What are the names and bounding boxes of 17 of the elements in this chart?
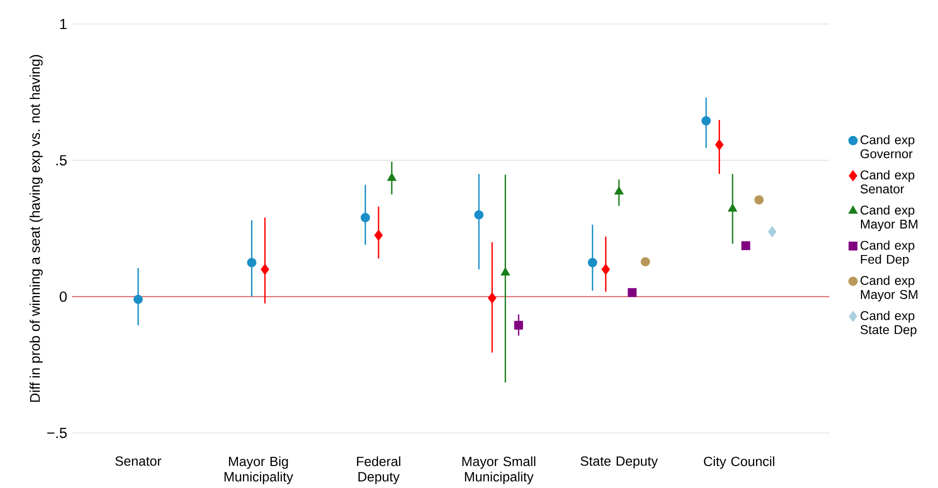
x-tick-label: State Deputy (580, 456, 658, 468)
y-axis-title: Diff in prob of winning a seat (having exp vs. not having) (30, 54, 43, 402)
x-tick-label: Mayor Small Municipality (462, 456, 536, 484)
y-tick-label: −.5 (47, 428, 67, 438)
x-tick-label: Federal Deputy (357, 456, 400, 484)
legend-label: Cand exp Senator (860, 170, 914, 194)
legend-label: Cand exp Mayor SM (860, 276, 918, 302)
y-tick-label: 0 (60, 291, 67, 302)
legend-label: Cand exp Fed Dep (860, 240, 914, 266)
legend-label: Cand exp Governor (860, 134, 914, 158)
legend-label: Cand exp State Dep (860, 310, 916, 337)
legend-label: Cand exp Mayor BM (860, 205, 918, 232)
x-tick-label: City Council (704, 456, 774, 469)
y-tick-label: .5 (56, 155, 67, 166)
x-tick-label: Mayor Big Municipality (224, 456, 294, 484)
y-tick-label: 1 (60, 18, 67, 30)
x-tick-label: Senator (115, 456, 162, 466)
